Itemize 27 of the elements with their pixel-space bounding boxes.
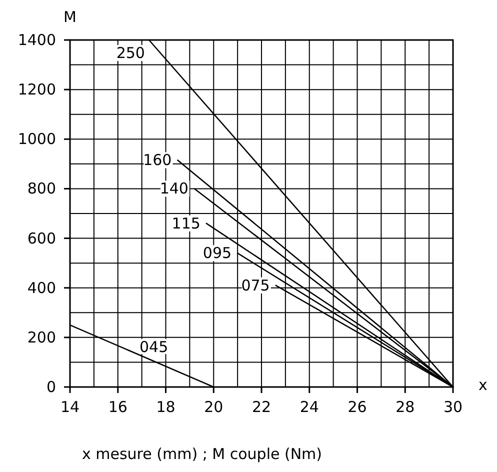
- x-axis-title: x: [478, 376, 488, 394]
- series-label: 095: [202, 244, 232, 262]
- y-tick-label: 0: [46, 378, 56, 396]
- x-tick-label: 28: [396, 398, 415, 416]
- x-tick-label: 30: [443, 398, 463, 416]
- y-tick-label: 600: [27, 229, 56, 248]
- x-tick-label: 14: [60, 398, 80, 416]
- series-label: 160: [143, 151, 172, 170]
- y-tick-label: 1200: [18, 80, 56, 99]
- y-tick-label: 800: [27, 180, 56, 198]
- x-tick-label: 18: [156, 398, 176, 416]
- y-tick-label: 200: [27, 328, 56, 346]
- y-axis-title: M: [64, 8, 76, 26]
- series-label: 115: [172, 214, 200, 232]
- text: x mesure (mm) ; M couple (Nm): [82, 445, 322, 463]
- series-label: 140: [160, 180, 188, 198]
- x-tick-label: 20: [204, 398, 224, 416]
- y-tick-label: 1000: [18, 130, 56, 148]
- series-label: 045: [139, 338, 168, 356]
- x-tick-label: 16: [108, 398, 128, 416]
- series-label: 075: [241, 276, 270, 294]
- y-tick-label: 1400: [18, 31, 56, 49]
- series-label: 250: [116, 44, 145, 62]
- x-tick-label: 22: [252, 398, 272, 416]
- y-tick-label: 400: [27, 278, 56, 297]
- x-tick-label: 24: [300, 398, 319, 416]
- x-tick-label: 26: [348, 398, 367, 416]
